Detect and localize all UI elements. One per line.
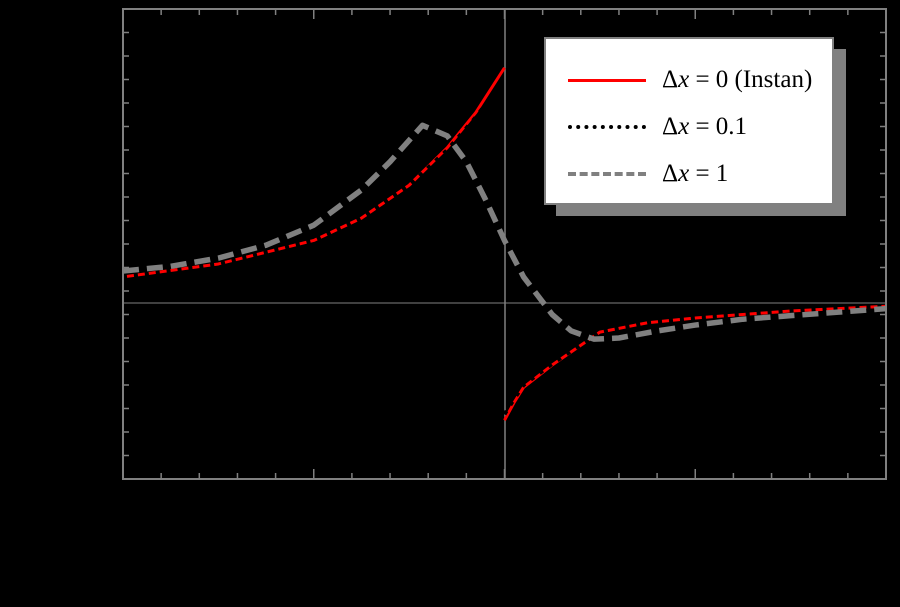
series-line-1 xyxy=(502,304,887,416)
legend-label: Δx = 0 (Instan) xyxy=(662,66,813,93)
legend-label: Δx = 0.1 xyxy=(662,113,748,140)
plot-frame xyxy=(122,8,887,480)
legend-item-dx-1: Δx = 1 xyxy=(568,159,728,189)
legend-swatch-dotted-black xyxy=(568,125,646,129)
series-line-1 xyxy=(122,78,507,279)
series-line-2 xyxy=(122,122,887,342)
legend-swatch-dashed-gray xyxy=(568,172,646,176)
legend-item-dx-0-1: Δx = 0.1 xyxy=(568,112,747,142)
legend-swatch-solid-red xyxy=(568,78,646,82)
series-layer xyxy=(122,66,887,421)
series-line-0 xyxy=(122,66,506,279)
legend-label: Δx = 1 xyxy=(662,160,729,187)
legend-item-instan: Δx = 0 (Instan) xyxy=(568,65,812,95)
legend: Δx = 0 (Instan) Δx = 0.1 Δx = 1 xyxy=(544,37,834,205)
